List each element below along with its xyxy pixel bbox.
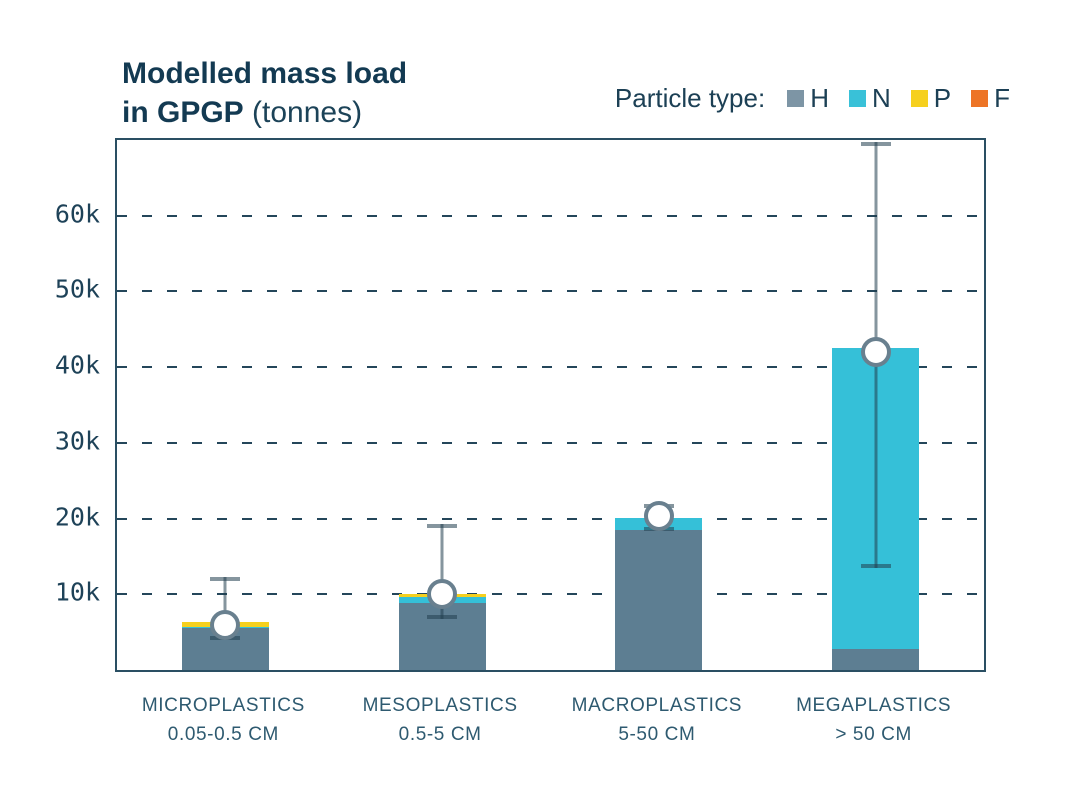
error-bar-microplastics [210,576,241,640]
x-label-name: MICROPLASTICS [141,695,305,716]
error-bar-stem [223,576,227,640]
error-bar-cap-bottom [860,563,891,568]
y-tick-label-60k: 60k [54,199,100,229]
legend-item-P: P [910,83,952,114]
x-label-size-range: 0.5-5 CM [398,724,482,745]
x-label-size-range: 5-50 CM [618,724,696,745]
y-tick-label-40k: 40k [54,350,100,380]
gridline-20k [117,517,984,520]
legend-swatch-P-icon [910,90,928,107]
chart-title-line1: Modelled mass load [122,57,408,90]
error-bar-mean-marker [643,501,674,532]
x-label-mesoplastics: MESOPLASTICS 0.5-5 CM [363,691,518,749]
y-tick-label-20k: 20k [54,502,100,532]
error-bar-mean-marker [210,609,241,640]
error-bar-cap-bottom [427,614,458,619]
x-axis-labels: MICROPLASTICS 0.05-0.5 CM MESOPLASTICS 0.5-… [115,691,982,761]
x-label-megaplastics: MEGAPLASTICS > 50 CM [796,691,951,749]
x-label-name: MACROPLASTICS [571,695,743,716]
gridline-30k [117,441,984,444]
y-tick-label-10k: 10k [54,577,100,607]
legend-key-H: H [810,83,829,113]
gridline-60k [117,214,984,217]
plot-area [115,138,986,672]
bar-segment-macroplastics-H [615,529,703,670]
legend-key-F: F [994,83,1010,113]
bar-segment-megaplastics-H [832,648,920,670]
error-bar-mean-marker [427,579,458,610]
error-bar-macroplastics [643,501,674,532]
error-bar-stem [440,523,444,619]
chart-title-line2: in GPGP [122,96,244,129]
legend-swatch-N-icon [848,90,866,107]
error-bar-mean-marker [860,337,891,368]
x-label-size-range: 0.05-0.5 CM [167,724,279,745]
legend-swatch-H-icon [787,90,805,107]
x-label-name: MEGAPLASTICS [796,695,952,716]
x-label-microplastics: MICROPLASTICS 0.05-0.5 CM [142,691,305,749]
gridline-10k [117,593,984,596]
legend-label: Particle type: [614,83,766,113]
x-label-name: MESOPLASTICS [362,695,518,716]
x-label-size-range: > 50 CM [835,724,912,745]
legend-item-N: N [848,83,891,114]
legend-item-H: H [787,83,829,114]
error-bar-mesoplastics [427,523,458,619]
x-label-macroplastics: MACROPLASTICS 5-50 CM [572,691,742,749]
chart-title: Modelled mass load in GPGP (tonnes) [122,54,407,132]
error-bar-cap-top [427,523,458,528]
legend: Particle type: H N P F [585,83,1010,114]
chart-title-unit: (tonnes) [252,96,363,129]
y-tick-label-50k: 50k [54,274,100,304]
legend-swatch-F-icon [971,90,989,107]
legend-item-F: F [971,83,1010,114]
y-tick-label-30k: 30k [54,426,100,456]
legend-key-N: N [871,83,891,113]
gridline-50k [117,290,984,293]
error-bar-cap-top [860,142,891,147]
legend-key-P: P [933,83,952,113]
error-bar-cap-top [210,576,241,581]
error-bar-megaplastics [860,142,891,568]
bar-macroplastics [615,517,703,670]
gridline-40k [117,366,984,369]
